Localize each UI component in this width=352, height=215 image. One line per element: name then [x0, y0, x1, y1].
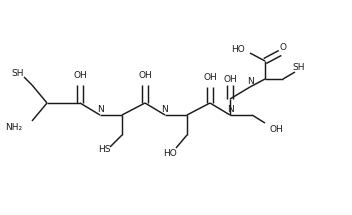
Text: OH: OH: [73, 72, 87, 80]
Text: N: N: [227, 106, 233, 115]
Text: N: N: [97, 106, 103, 115]
Text: OH: OH: [223, 75, 237, 84]
Text: HO: HO: [231, 45, 245, 54]
Text: N: N: [162, 106, 168, 115]
Text: SH: SH: [12, 69, 24, 77]
Text: N: N: [247, 77, 253, 86]
Text: HS: HS: [98, 146, 110, 155]
Text: OH: OH: [269, 124, 283, 134]
Text: SH: SH: [293, 63, 305, 72]
Text: HO: HO: [163, 149, 177, 158]
Text: NH₂: NH₂: [5, 123, 23, 132]
Text: O: O: [279, 43, 287, 52]
Text: OH: OH: [203, 74, 217, 83]
Text: OH: OH: [138, 72, 152, 80]
